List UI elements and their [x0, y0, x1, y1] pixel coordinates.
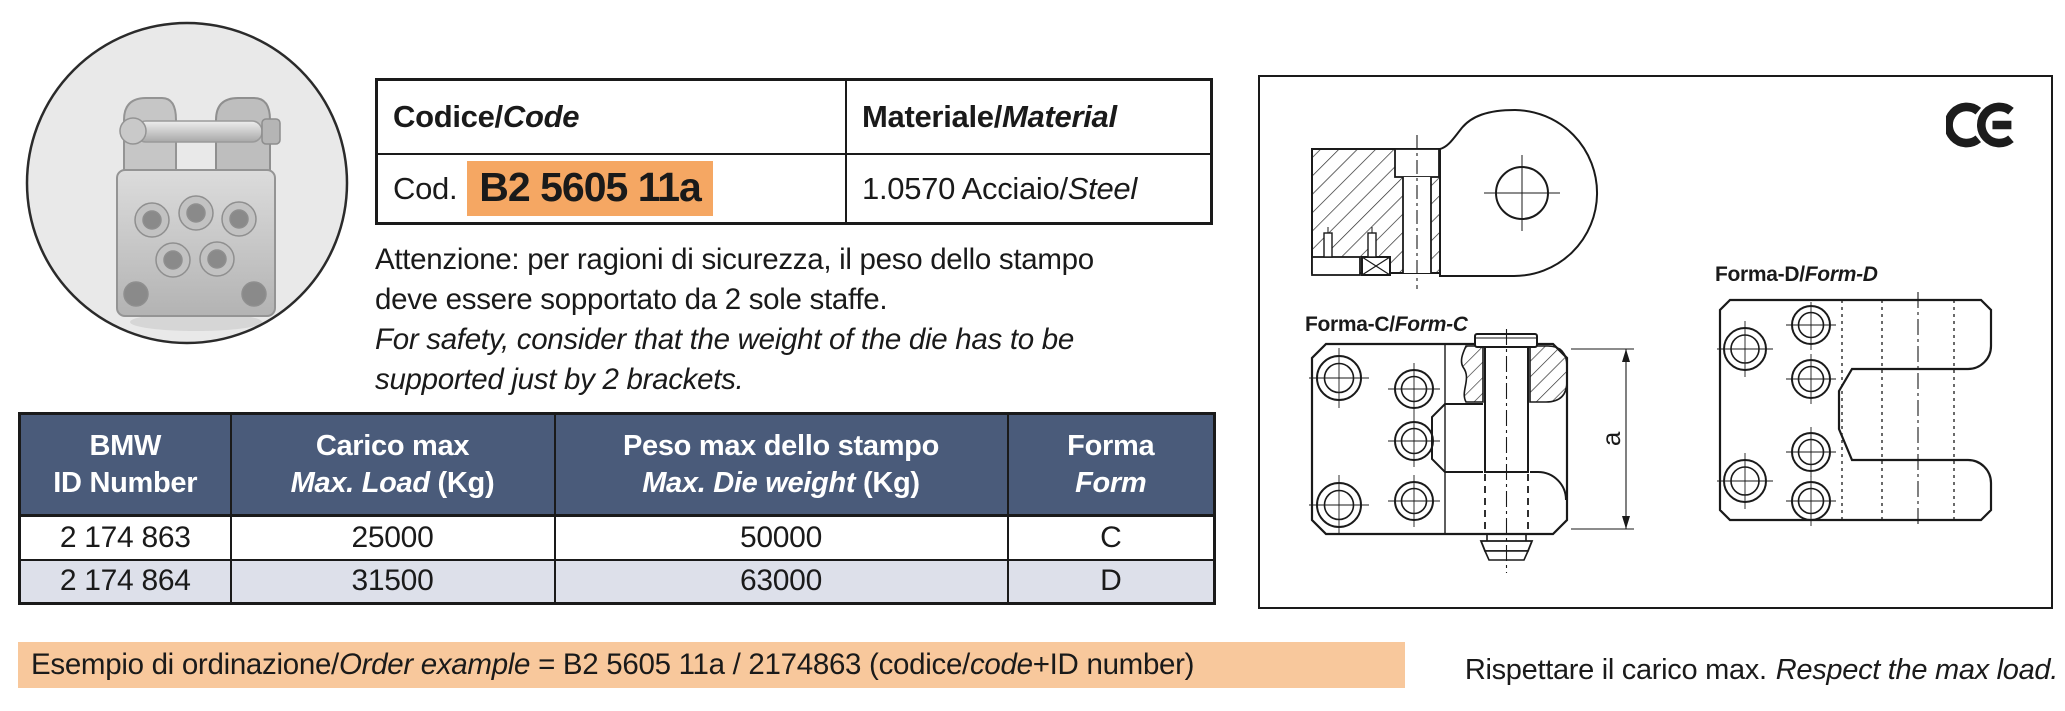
form-d-label: Forma-D/Form-D	[1715, 263, 1878, 287]
warning-line-en-1: For safety, consider that the weight of …	[375, 323, 1074, 356]
code-material-table: Codice/Code Materiale/Material Cod. B2 5…	[375, 78, 1213, 225]
material-value-cell: 1.0570 Acciaio/Steel	[847, 155, 1210, 222]
col-header-die-weight: Peso max dello stampo Max. Die weight (K…	[553, 412, 1009, 517]
spec-table: BMW ID Number Carico max Max. Load (Kg) …	[18, 412, 1216, 605]
max-load-note: Rispettare il carico max. Respect the max…	[1440, 654, 2058, 687]
cell-max-load: 31500	[229, 558, 556, 605]
col3-line1: Peso max dello stampo	[622, 429, 940, 462]
code-header-cell: Codice/Code	[378, 81, 847, 155]
col-header-id: BMW ID Number	[18, 412, 232, 517]
order-example-it: Esempio di ordinazione/	[31, 648, 339, 681]
code-header-en: Code	[502, 99, 580, 134]
cell-max-load: 25000	[229, 514, 556, 561]
col2-unit: (Kg)	[429, 466, 495, 499]
col1-line2: ID Number	[53, 466, 198, 499]
form-c-drawing: a	[1309, 329, 1634, 573]
form-c-label-en: Form-C	[1394, 313, 1468, 336]
max-load-note-en: Respect the max load.	[1775, 654, 2059, 686]
product-code: B2 5605 11a	[467, 161, 713, 216]
col-header-form: Forma Form	[1006, 412, 1216, 517]
col3-unit: (Kg)	[855, 466, 920, 499]
warning-line-it-1: Attenzione: per ragioni di sicurezza, il…	[375, 243, 1094, 276]
col4-line1: Forma	[1067, 429, 1155, 462]
material-header-it: Materiale/	[862, 99, 1003, 134]
order-example-bar: Esempio di ordinazione/Order example = B…	[18, 642, 1405, 688]
warning-line-it-2: deve essere sopportato da 2 sole staffe.	[375, 283, 888, 316]
col1-line1: BMW	[89, 429, 162, 462]
order-example-value: = B2 5605 11a / 2174863 (codice/	[530, 648, 970, 681]
section-view-drawing	[1311, 108, 1598, 289]
drawing-panel: Forma-D/Form-D	[1258, 75, 2053, 609]
order-example-suffix: +ID number)	[1032, 648, 1195, 681]
material-value-it: 1.0570 Acciaio/	[862, 170, 1068, 206]
order-example-code-word: code	[969, 648, 1033, 681]
ce-mark-icon	[1946, 102, 2014, 148]
cell-form: C	[1006, 514, 1216, 561]
cell-form: D	[1006, 558, 1216, 605]
product-photo-image	[25, 21, 349, 345]
form-c-label-it: Forma-C/	[1305, 313, 1395, 336]
material-header-en: Material	[1002, 99, 1117, 134]
warning-line-en-2: supported just by 2 brackets.	[375, 363, 744, 396]
form-d-label-en: Form-D	[1804, 263, 1878, 286]
cell-die-weight: 50000	[553, 514, 1009, 561]
cell-id: 2 174 863	[18, 514, 232, 561]
code-prefix: Cod.	[393, 170, 458, 206]
table-row: 2 174 864 31500 63000 D	[18, 558, 1216, 605]
form-d-drawing	[1717, 292, 1993, 526]
col2-line2: Max. Load	[290, 466, 430, 499]
safety-warning: Attenzione: per ragioni di sicurezza, il…	[375, 240, 1235, 400]
col2-line1: Carico max	[315, 429, 470, 462]
code-value-cell: Cod. B2 5605 11a	[378, 155, 847, 222]
material-header-cell: Materiale/Material	[847, 81, 1210, 155]
dimension-a-label: a	[1596, 431, 1626, 446]
cell-id: 2 174 864	[18, 558, 232, 605]
col4-line2: Form	[1075, 466, 1147, 499]
cell-die-weight: 63000	[553, 558, 1009, 605]
product-photo	[24, 20, 350, 346]
material-value-en: Steel	[1067, 170, 1137, 206]
max-load-note-it: Rispettare il carico max.	[1464, 654, 1767, 686]
spec-table-header-row: BMW ID Number Carico max Max. Load (Kg) …	[18, 412, 1216, 517]
order-example-en: Order example	[338, 648, 531, 681]
table-row: 2 174 863 25000 50000 C	[18, 514, 1216, 561]
code-header-it: Codice/	[393, 99, 503, 134]
col3-line2: Max. Die weight	[642, 466, 856, 499]
form-c-label: Forma-C/Form-C	[1305, 313, 1468, 337]
col-header-max-load: Carico max Max. Load (Kg)	[229, 412, 556, 517]
form-d-label-it: Forma-D/	[1715, 263, 1805, 286]
